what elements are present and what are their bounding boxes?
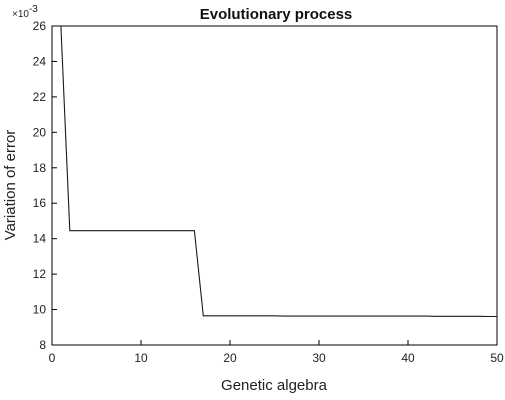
x-tick-label: 20 — [223, 351, 237, 365]
y-scale-exponent: -3 — [29, 4, 38, 15]
y-scale-base: ×10 — [12, 9, 29, 20]
series-line — [60, 25, 497, 318]
y-tick-label: 26 — [33, 19, 47, 33]
x-axis-title: Genetic algebra — [221, 377, 328, 394]
chart-title: Evolutionary process — [200, 6, 353, 23]
y-tick-label: 18 — [33, 161, 47, 175]
y-tick-label: 14 — [33, 232, 47, 246]
series-layer — [60, 25, 497, 318]
y-tick-label: 16 — [33, 196, 47, 210]
y-tick-label: 8 — [39, 338, 46, 352]
x-tick-label: 10 — [134, 351, 148, 365]
y-tick-label: 10 — [33, 303, 47, 317]
y-axis: 8 10 12 14 16 18 20 22 24 26 — [33, 19, 57, 352]
y-tick-label: 20 — [33, 125, 47, 139]
svg-text:×10-3: ×10-3 — [12, 4, 38, 20]
y-tick-label: 24 — [33, 54, 47, 68]
plot-frame — [51, 25, 498, 346]
y-tick-label: 12 — [33, 267, 47, 281]
x-tick-label: 30 — [312, 351, 326, 365]
x-tick-label: 40 — [401, 351, 415, 365]
y-scale-label: ×10-3 — [12, 4, 38, 20]
x-axis: 0 10 20 30 40 50 — [49, 340, 504, 365]
x-tick-label: 50 — [490, 351, 504, 365]
y-tick-label: 22 — [33, 90, 47, 104]
x-tick-label: 0 — [49, 351, 56, 365]
y-axis-title: Variation of error — [2, 130, 19, 241]
